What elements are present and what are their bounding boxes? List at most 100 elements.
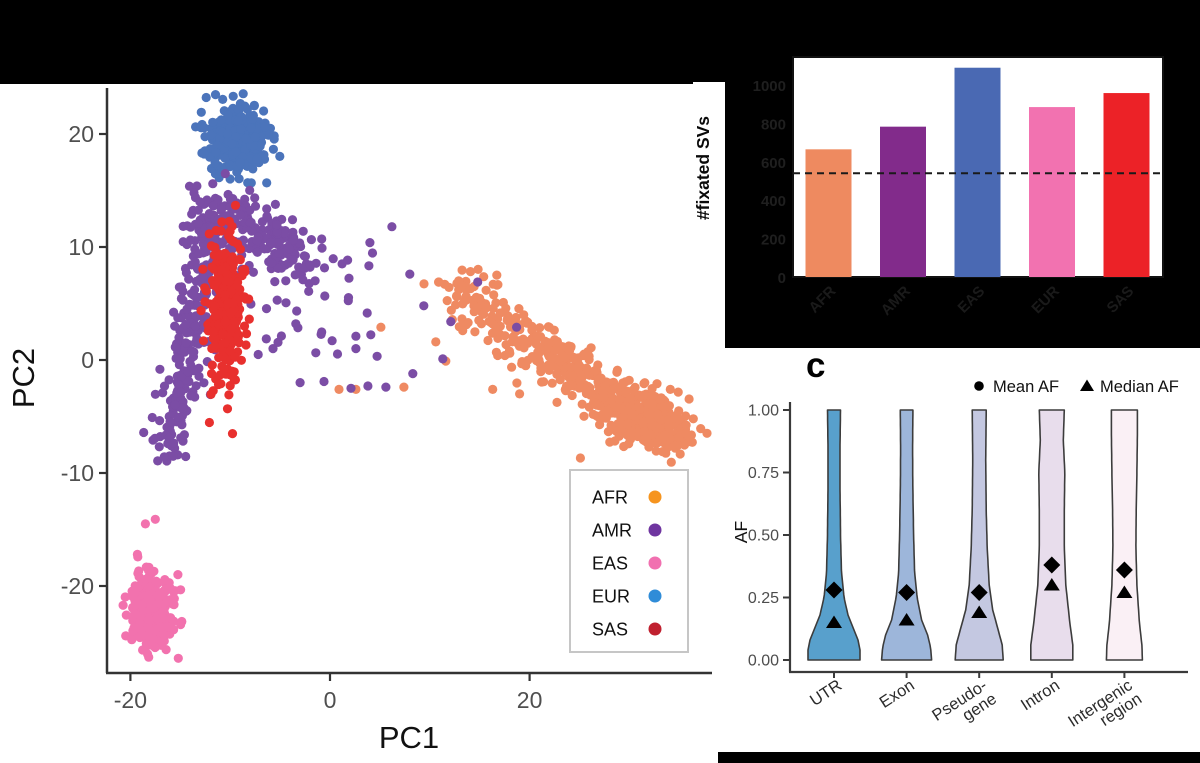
scatter-point-AMR [177, 420, 187, 430]
scatter-point-SAS [226, 324, 236, 334]
scatter-point-EAS [169, 594, 179, 604]
scatter-ylabel: PC2 [6, 348, 41, 408]
scatter-point-AFR [666, 457, 676, 467]
scatter-point-AMR [344, 273, 354, 283]
scatter-point-AFR [491, 298, 501, 308]
median-af-triangle-marker [971, 605, 988, 618]
scatter-point-SAS [238, 265, 248, 275]
scatter-point-SAS [204, 229, 214, 239]
scatter-point-AFR [454, 276, 464, 286]
scatter-point-AFR [531, 339, 541, 349]
scatter-point-AFR [663, 415, 673, 425]
scatter-point-SAS [207, 369, 217, 379]
bar-xtick-label-AFR: AFR [806, 283, 840, 317]
scatter-point-AMR [253, 349, 263, 360]
scatter-point-SAS [220, 248, 230, 258]
scatter-point-AMR [408, 369, 418, 379]
violin-ylabel: AF [731, 521, 751, 543]
scatter-point-AFR [610, 436, 620, 446]
scatter-point-AMR [250, 201, 261, 211]
scatter-point-SAS [209, 264, 219, 274]
scatter-point-AFR [567, 390, 577, 401]
violin-UTR [807, 409, 861, 661]
scatter-ytick-label: 10 [68, 234, 94, 260]
scatter-point-SAS [239, 292, 249, 302]
scatter-point-SAS [208, 327, 218, 337]
legend-label-SAS: SAS [592, 620, 628, 640]
scatter-point-SAS [227, 429, 238, 439]
scatter-point-AFR [639, 379, 649, 389]
scatter-point-AMR [170, 321, 180, 331]
scatter-point-AMR [291, 319, 301, 329]
scatter-point-AMR [199, 378, 209, 388]
scatter-point-AMR [150, 389, 160, 399]
violin-Intergenicregion [1105, 409, 1144, 661]
scatter-point-AFR [376, 322, 386, 332]
scatter-point-AMR [270, 277, 280, 287]
scatter-point-AFR [543, 322, 554, 332]
scatter-point-AFR [577, 399, 587, 409]
scatter-point-AMR [281, 298, 291, 308]
scatter-point-SAS [220, 338, 230, 348]
scatter-point-SAS [209, 280, 219, 290]
scatter-point-AFR [688, 414, 698, 424]
scatter-point-AMR [179, 430, 189, 440]
scatter-point-AFR [493, 280, 503, 290]
violin-ytick-label: 0.00 [748, 653, 779, 670]
scatter-point-AMR [367, 248, 378, 258]
scatter-point-SAS [210, 242, 220, 252]
scatter-point-AFR [565, 345, 575, 356]
scatter-point-AFR [334, 384, 344, 394]
scatter-point-AFR [479, 272, 489, 282]
scatter-point-AFR [582, 363, 592, 373]
scatter-point-AMR [159, 381, 170, 391]
scatter-point-AMR [317, 243, 327, 253]
scatter-point-AFR [696, 424, 706, 434]
scatter-point-AFR [451, 291, 462, 301]
bar-ytick-label: 200 [761, 232, 786, 249]
scatter-point-AMR [273, 263, 283, 273]
scatter-point-AMR [284, 244, 294, 254]
bar-ytick-labels: 0 200 400 600 800 1000 [753, 78, 786, 287]
scatter-point-EAS [127, 611, 137, 622]
scatter-point-AMR [208, 179, 218, 189]
scatter-point-AFR [681, 428, 691, 438]
scatter-point-EUR [223, 110, 233, 120]
scatter-point-AMR [185, 356, 195, 367]
scatter-point-EAS [173, 570, 183, 580]
bar-ytick-label: 400 [761, 193, 786, 210]
scatter-point-AFR [643, 399, 653, 409]
scatter-point-AMR [186, 391, 196, 401]
scatter-point-SAS [220, 317, 230, 327]
scatter-point-AMR [173, 412, 184, 422]
scatter-point-EUR [243, 178, 253, 188]
scatter-point-AFR [553, 342, 564, 352]
scatter-point-AFR [622, 419, 633, 430]
scatter-point-AFR [537, 377, 547, 387]
scatter-point-AMR [268, 344, 278, 354]
scatter-point-EUR [252, 154, 262, 164]
violin-shapes [807, 409, 1144, 661]
scatter-point-AFR [647, 420, 657, 430]
scatter-point-AMR [220, 169, 230, 179]
scatter-point-AMR [266, 237, 276, 248]
scatter-point-SAS [230, 352, 240, 362]
scatter-point-EUR [260, 122, 270, 132]
scatter-legend: AFR AMR EAS EUR SAS [592, 488, 662, 640]
legend-label-EAS: EAS [592, 554, 628, 574]
scatter-point-AMR [381, 382, 391, 392]
scatter-point-AMR [175, 354, 185, 364]
scatter-point-AMR [290, 270, 300, 280]
scatter-point-EAS [170, 586, 180, 596]
bar-xtick-labels: AFR AMR EAS EUR SAS [806, 283, 1138, 319]
scatter-point-SAS [221, 276, 231, 286]
scatter-point-AMR [181, 451, 191, 462]
scatter-point-AMR [272, 220, 282, 230]
scatter-point-AFR [673, 387, 683, 397]
scatter-point-AFR [675, 449, 685, 459]
scatter-point-EAS [140, 519, 150, 529]
scatter-point-AMR [292, 306, 302, 316]
legend-label-EUR: EUR [592, 587, 630, 607]
scatter-point-AFR [634, 402, 644, 412]
scatter-point-EUR [227, 139, 237, 149]
